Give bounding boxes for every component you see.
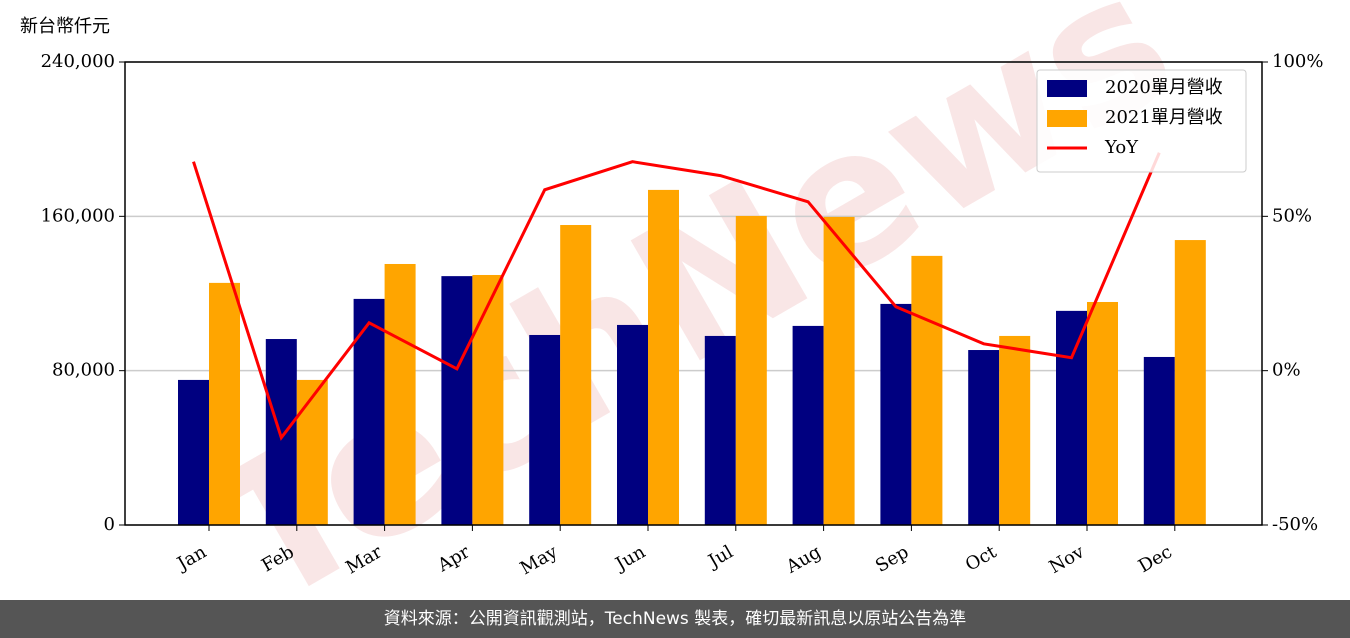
bar — [999, 335, 1031, 525]
bar — [353, 298, 385, 525]
plot-frame — [124, 61, 1263, 526]
footer-bar — [0, 600, 1350, 638]
bar — [296, 379, 328, 525]
legend-swatch — [1047, 80, 1087, 97]
y2-tick-label: 50% — [1272, 205, 1312, 226]
x-tick-label: Sep — [872, 541, 912, 576]
footer-caption: 資料來源：公開資訊觀測站，TechNews 製表，確切最新訊息以原站公告為準 — [384, 609, 966, 629]
bar — [384, 263, 416, 525]
bar — [617, 324, 648, 525]
bar — [735, 215, 767, 525]
bar — [1056, 310, 1087, 525]
x-tick-label: May — [517, 541, 562, 579]
bar — [441, 276, 473, 525]
bar — [529, 334, 561, 525]
y-tick-label: 80,000 — [52, 360, 115, 381]
y-axis-label: 新台幣仟元 — [20, 16, 110, 37]
bar — [704, 335, 736, 525]
legend-label: 2021單月營收 — [1105, 107, 1223, 128]
y2-tick-label: 100% — [1272, 51, 1323, 72]
bar — [209, 282, 240, 525]
bar — [1174, 240, 1206, 526]
y2-tick-label: -50% — [1272, 514, 1318, 535]
legend-swatch — [1047, 110, 1087, 127]
bar — [560, 225, 592, 525]
bar — [880, 303, 912, 525]
bar — [472, 274, 504, 525]
x-tick-label: Jul — [703, 541, 737, 573]
x-tick-label: Jan — [172, 541, 210, 575]
y-tick-label: 240,000 — [41, 51, 115, 72]
y-tick-label: 0 — [104, 514, 115, 535]
bar — [265, 339, 297, 525]
x-tick-label: Aug — [782, 541, 825, 578]
bar — [792, 325, 824, 525]
legend-label: YoY — [1104, 137, 1139, 158]
yoy-line — [192, 152, 1161, 441]
legend-label: 2020單月營收 — [1105, 77, 1223, 98]
y2-tick-label: 0% — [1272, 360, 1301, 381]
legend-box — [1036, 69, 1247, 173]
bar — [178, 379, 209, 525]
bar — [1143, 356, 1175, 525]
bar — [823, 216, 855, 525]
bar — [911, 255, 943, 525]
x-tick-label: Oct — [962, 541, 1001, 576]
bar — [968, 350, 1000, 525]
x-tick-label: Dec — [1135, 541, 1176, 577]
bar — [648, 189, 679, 525]
x-tick-label: Nov — [1046, 541, 1089, 578]
bar — [1087, 301, 1118, 525]
y-tick-label: 160,000 — [41, 205, 115, 226]
x-tick-label: Jun — [610, 541, 649, 576]
